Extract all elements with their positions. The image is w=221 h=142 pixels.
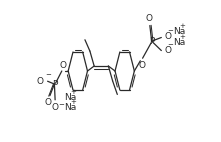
Text: +: + <box>70 99 76 105</box>
Text: O: O <box>45 98 52 106</box>
Text: Na: Na <box>173 27 185 36</box>
Text: Na: Na <box>64 103 77 112</box>
Text: O: O <box>145 14 152 23</box>
Text: O: O <box>138 61 145 70</box>
Text: +: + <box>70 89 76 95</box>
Text: +: + <box>179 23 185 29</box>
Text: Na: Na <box>173 38 185 47</box>
Text: Na: Na <box>64 93 77 103</box>
Text: O: O <box>164 46 171 55</box>
Text: −: − <box>46 72 51 78</box>
Text: +: + <box>179 34 185 40</box>
Text: P: P <box>149 37 154 46</box>
Text: O: O <box>52 103 59 112</box>
Text: P: P <box>52 80 57 89</box>
Text: −: − <box>167 42 173 48</box>
Text: O: O <box>164 32 171 41</box>
Text: −: − <box>58 102 64 108</box>
Text: O: O <box>37 77 44 86</box>
Text: O: O <box>59 61 67 70</box>
Text: −: − <box>167 28 173 34</box>
